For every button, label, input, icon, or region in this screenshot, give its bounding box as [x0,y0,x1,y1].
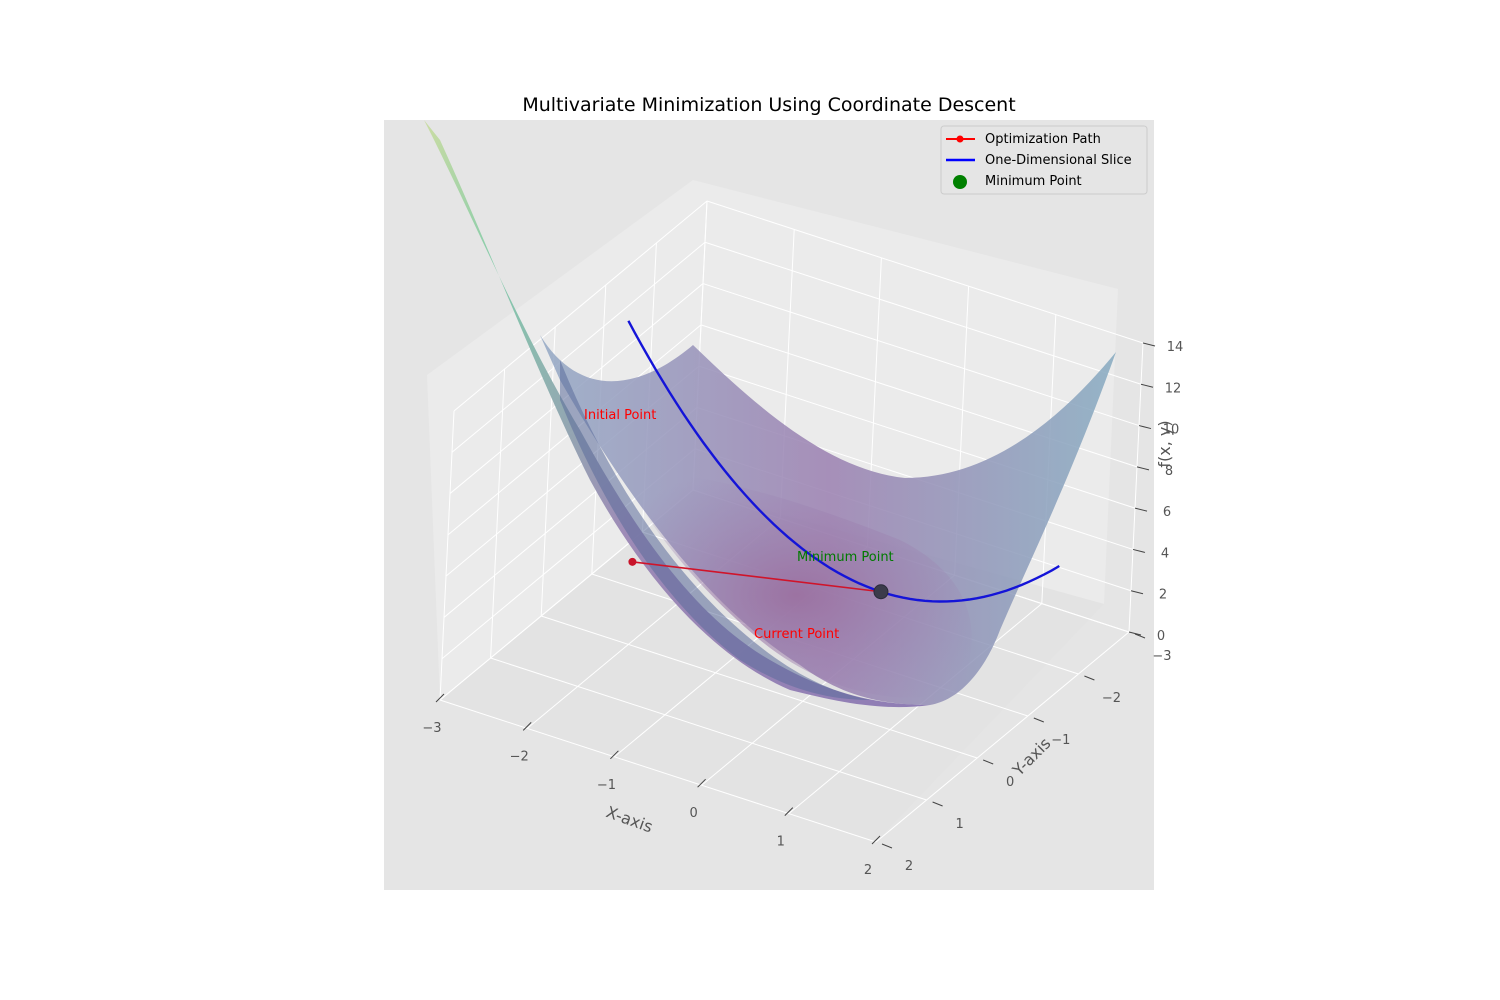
x-tick-label: −3 [422,721,441,736]
legend-label-one-dimensional-slice: One-Dimensional Slice [985,153,1132,168]
legend-label-minimum-point: Minimum Point [985,174,1082,189]
y-tick [881,843,893,849]
annotation-minimum-point: Minimum Point [797,550,894,565]
x-tick-label: 2 [864,863,872,878]
grid-line-z-right [706,200,1144,344]
one-dimensional-slice-line [627,320,1060,603]
y-tick [983,759,994,765]
x-tick-label: −2 [510,749,529,764]
z-tick-label: 6 [1163,505,1171,520]
x-tick [610,750,619,760]
optimization-path-line [632,561,882,593]
x-tick [871,835,881,845]
x-tick [697,778,706,788]
z-axis-label: f(x, y) [1155,420,1174,467]
x-tick-label: 0 [689,806,697,821]
surface-bowl-center [620,470,972,698]
x-tick-label: 1 [777,835,785,850]
grid-line-z-left [451,241,706,453]
optimization-path-marker-start [628,557,637,566]
z-tick [1138,425,1152,430]
z-tick-label: 10 [1163,423,1180,438]
z-tick-label: 0 [1157,629,1165,644]
surface [424,120,1116,708]
grid-line-x-floor [875,631,1130,843]
annotation-current-point: Current Point [754,627,839,642]
y-tick [1033,717,1044,723]
z-tick [1128,631,1142,636]
z-tick [1142,342,1156,347]
back-left-pane [427,180,693,700]
minimum-point-marker [873,584,889,600]
legend-marker-minimum-point [953,175,967,189]
y-tick-label: −1 [1051,733,1070,748]
grid-line-z-left [453,200,708,412]
z-tick-label: 2 [1159,588,1167,603]
y-tick [932,801,943,807]
z-tick [1140,383,1154,388]
y-tick-label: 2 [905,859,913,874]
grid-line-y-floor [490,657,927,801]
grid-line-y-floor [541,615,978,759]
z-tick [1130,590,1144,595]
grid-line-z-left [439,489,694,701]
y-tick-label: 1 [955,817,963,832]
z-tick [1132,548,1146,553]
legend: Optimization Path One-Dimensional Slice … [940,125,1148,195]
grid-line-y-back [439,410,455,701]
legend-label-optimization-path: Optimization Path [985,132,1101,147]
z-tick [1134,507,1148,512]
z-tick-label: 8 [1165,464,1173,479]
y-tick-label: −3 [1152,649,1171,664]
x-tick [522,722,532,731]
surface-front-shade [560,360,870,700]
grid-line-x-back [1128,342,1144,633]
grid-line-z-right [704,241,1142,385]
y-tick [1134,633,1146,639]
annotation-initial-point: Initial Point [584,408,656,423]
axis-ticks [435,342,1156,849]
legend-marker-optimization-path [956,135,964,143]
legend-box [940,125,1148,195]
y-tick-label: −2 [1102,691,1121,706]
z-tick-label: 4 [1161,546,1169,561]
grid-line-y-floor [439,699,877,843]
y-tick [1084,675,1095,681]
grid-line-y-back [540,326,556,617]
x-tick [784,807,794,816]
z-tick-label: 14 [1167,340,1184,355]
x-tick-label: −1 [597,778,616,793]
x-tick [435,693,445,703]
y-tick-label: 0 [1006,775,1014,790]
grid-line-z-right [702,283,1140,427]
grid-line-x-floor [788,603,1043,814]
z-tick [1136,466,1150,471]
z-tick-label: 12 [1165,381,1182,396]
chart-title: Multivariate Minimization Using Coordina… [522,94,1015,116]
grid-line-y-back [490,368,506,659]
